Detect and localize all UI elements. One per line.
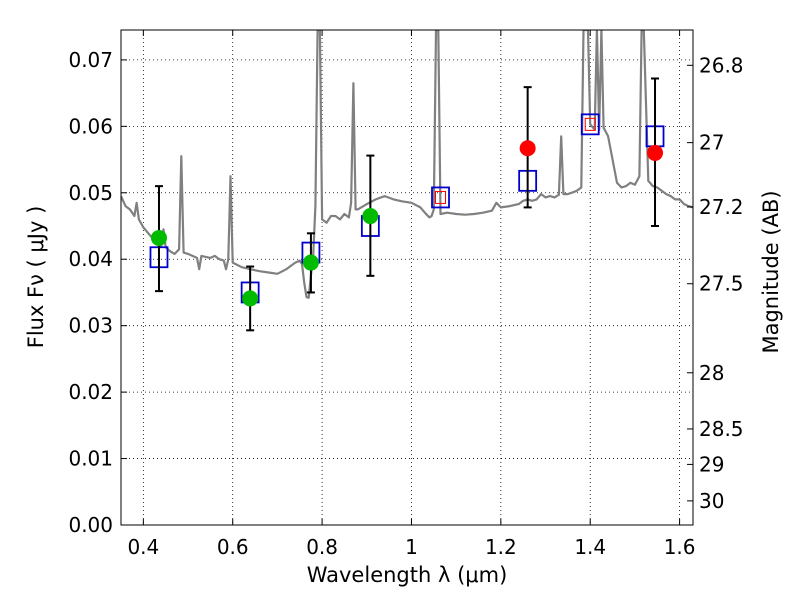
spectrum-line <box>121 30 693 299</box>
right-axis-label: Magnitude (AB) <box>759 190 783 353</box>
x-tick-label: 0.4 <box>127 535 159 559</box>
nir-data-point <box>647 144 664 161</box>
plot-frame <box>120 29 694 526</box>
optical-data-point <box>242 290 259 307</box>
right-tick-label: 26.8 <box>699 53 744 77</box>
right-tick-label: 27.2 <box>699 195 744 219</box>
right-tick-label: 29 <box>699 452 724 476</box>
y-tick-label: 0.01 <box>68 447 113 471</box>
y-tick-label: 0.07 <box>68 48 113 72</box>
y-tick-label: 0.04 <box>68 247 113 271</box>
y-axis-label: Flux Fν ( μJy ) <box>24 206 48 349</box>
right-tick-label: 27 <box>699 131 724 155</box>
right-tick-label: 28 <box>699 361 724 385</box>
x-tick-label: 0.6 <box>217 535 249 559</box>
data-layer <box>121 30 693 299</box>
model-point-box <box>431 186 450 209</box>
x-tick-label: 1.2 <box>485 535 517 559</box>
x-tick-label: 1 <box>405 535 418 559</box>
optical-data-point <box>302 254 319 271</box>
model-point-box <box>580 113 600 136</box>
y-tick-label: 0.06 <box>68 114 113 138</box>
right-tick-label: 30 <box>699 489 724 513</box>
grid <box>121 30 693 526</box>
optical-data-point <box>150 229 167 246</box>
limit-marker <box>584 117 596 131</box>
y-tick-label: 0.00 <box>68 513 113 537</box>
x-tick-label: 1.4 <box>574 535 606 559</box>
y-tick-label: 0.02 <box>68 380 113 404</box>
x-axis-label: Wavelength λ (μm) <box>307 563 508 587</box>
x-tick-label: 1.6 <box>664 535 696 559</box>
optical-data-point <box>362 208 379 225</box>
right-tick-label: 27.5 <box>699 272 744 296</box>
nir-data-point <box>519 140 536 157</box>
right-tick-label: 28.5 <box>699 417 744 441</box>
y-tick-label: 0.05 <box>68 181 113 205</box>
points-layer <box>149 77 665 332</box>
x-tick-label: 0.8 <box>306 535 338 559</box>
limit-marker <box>435 190 447 204</box>
y-tick-label: 0.03 <box>68 314 113 338</box>
ticks: 0.4 0.6 0.8 1 1.2 1.4 1.6 0.00 0.01 0.02 0.03 0.04 0… <box>68 30 744 559</box>
